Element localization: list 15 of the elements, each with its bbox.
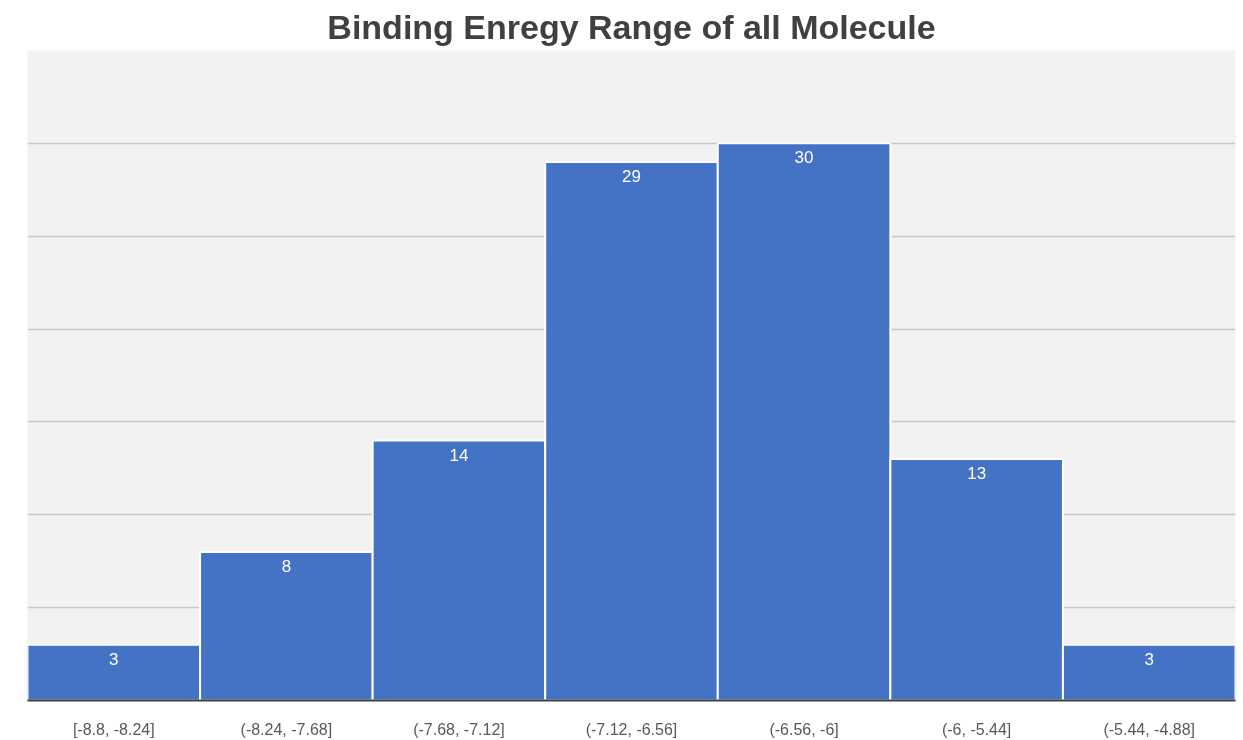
x-tick-label: (-7.12, -6.56] xyxy=(585,720,678,738)
chart-title: Binding Enregy Range of all Molecule xyxy=(327,7,936,46)
x-tick-label: (-8.24, -7.68] xyxy=(240,720,333,738)
data-label: 14 xyxy=(449,445,469,465)
data-label: 3 xyxy=(109,649,119,669)
x-tick-label: (-6, -5.44] xyxy=(941,720,1012,738)
data-label: 3 xyxy=(1144,649,1154,669)
data-label: 13 xyxy=(967,464,987,484)
x-tick-label: (-7.68, -7.12] xyxy=(413,720,505,738)
data-label: 8 xyxy=(281,556,292,576)
data-label: 29 xyxy=(622,166,641,186)
x-tick-label: (-5.44, -4.88] xyxy=(1103,720,1196,738)
data-label: 30 xyxy=(794,148,814,168)
x-tick-label: [-8.8, -8.24] xyxy=(72,720,155,738)
x-tick-label: (-6.56, -6] xyxy=(769,720,839,738)
